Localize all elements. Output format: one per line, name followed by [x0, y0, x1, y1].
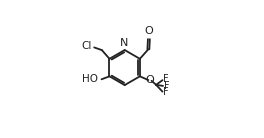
Text: F: F [163, 87, 169, 97]
Text: O: O [144, 26, 153, 36]
Text: N: N [120, 38, 128, 48]
Text: HO: HO [82, 74, 98, 84]
Text: F: F [163, 74, 169, 84]
Text: Cl: Cl [82, 41, 92, 51]
Text: F: F [164, 81, 170, 91]
Text: O: O [145, 75, 154, 85]
